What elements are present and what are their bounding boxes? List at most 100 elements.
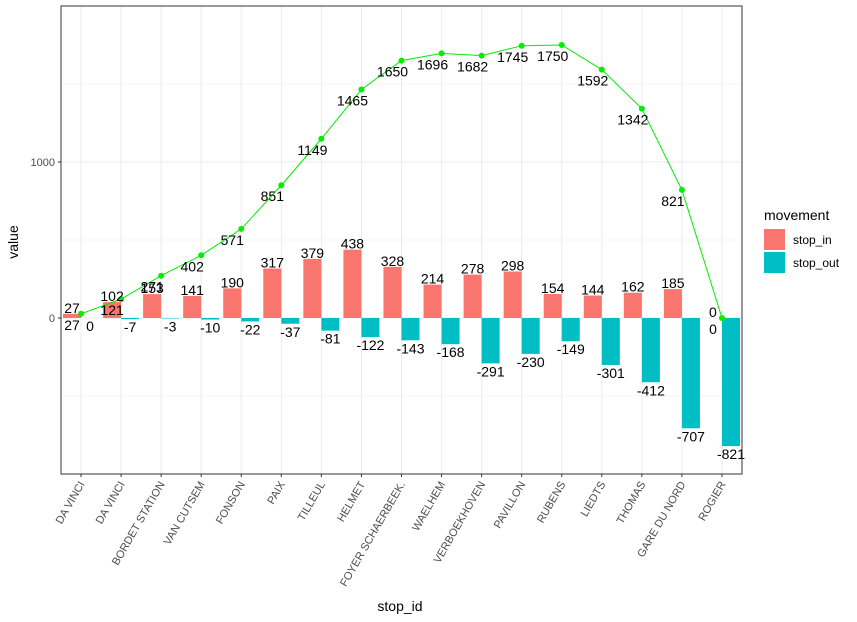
bar-stop_out [561, 318, 580, 342]
bar-label-stop_out: -149 [557, 341, 585, 357]
line-label: 1750 [537, 48, 568, 64]
legend-key-stop_out [764, 252, 785, 273]
bar-label-stop_in: 102 [100, 288, 124, 304]
bar-label-stop_out: -301 [597, 365, 625, 381]
line-point [198, 252, 205, 259]
line-label: 402 [181, 258, 205, 274]
bar-stop_in [543, 293, 562, 318]
bar-stop_in [503, 271, 522, 318]
line-point [358, 86, 365, 93]
line-point [478, 52, 485, 59]
legend-key-stop_in [764, 229, 785, 250]
legend: movement stop_in stop_out [764, 207, 840, 273]
line-point [158, 272, 165, 279]
bar-stop_in [223, 288, 242, 318]
bar-stop_out [521, 318, 540, 354]
line-point [438, 50, 445, 57]
bar-label-stop_out: -7 [124, 319, 137, 335]
line-label: 1696 [417, 56, 448, 72]
bar-stop_out [681, 318, 700, 429]
bar-label-stop_out: -412 [637, 382, 665, 398]
bar-label-stop_in: 317 [261, 255, 285, 271]
y-axis-title: value [5, 225, 21, 259]
x-tick-label: ROGIER [696, 479, 728, 523]
bar-label-stop_out: -821 [717, 446, 745, 462]
bar-label-stop_in: 379 [301, 245, 325, 261]
line-point [118, 296, 125, 303]
line-label: 1682 [457, 59, 488, 75]
bar-label-stop_in: 0 [709, 304, 717, 320]
line-point [318, 135, 325, 142]
bar-stop_in [463, 274, 482, 318]
line-point [718, 315, 725, 321]
bar-label-stop_in: 27 [64, 300, 80, 316]
bar-stop_out [361, 318, 380, 338]
line-label: 821 [661, 193, 685, 209]
line-label: 1745 [497, 49, 528, 65]
line-label: 1149 [297, 142, 327, 158]
line-point [78, 310, 85, 317]
line-point [518, 42, 525, 49]
bar-label-stop_out: -143 [396, 340, 424, 356]
x-tick-label: FONSON [214, 479, 248, 526]
bar-label-stop_in: 278 [461, 261, 485, 277]
line-label: 571 [221, 232, 245, 248]
x-tick-label: RUBENS [535, 480, 568, 526]
y-tick-label: 1000 [31, 157, 55, 169]
line-label: 0 [709, 321, 717, 337]
bar-stop_in [303, 258, 322, 318]
bar-label-stop_out: -168 [437, 344, 465, 360]
line-label: 1342 [617, 112, 648, 128]
bar-label-stop_in: 214 [421, 271, 445, 287]
bar-label-stop_in: 141 [181, 282, 205, 298]
bar-label-stop_out: -291 [477, 363, 505, 379]
x-axis-title: stop_id [377, 598, 422, 614]
bar-label-stop_out: -3 [164, 318, 177, 334]
bar-stop_in [263, 268, 282, 318]
bar-label-stop_out: 0 [86, 318, 94, 334]
bar-stop_in [663, 289, 682, 318]
bar-label-stop_in: 154 [541, 280, 565, 296]
line-point [558, 42, 565, 48]
bar-stop_in [583, 295, 602, 318]
bar-label-stop_out: -22 [240, 321, 260, 337]
data-labels: 27 102 153 141 190 317 379 438 328 214 278 298 154 14… [64, 48, 745, 462]
bar-stop_out [321, 318, 340, 331]
bar-stop_in [103, 302, 122, 318]
x-tick-label: DA VINCI [54, 480, 88, 527]
bar-label-stop_out: -37 [280, 324, 300, 340]
x-tick-label: PAIX [265, 479, 288, 507]
bar-stop_out [201, 318, 220, 320]
line-label: 27 [64, 317, 80, 333]
line-point [278, 182, 285, 189]
bar-stop_in [143, 294, 162, 318]
bar-stop_out [641, 318, 660, 383]
bar-stop_out [721, 318, 740, 447]
bar-label-stop_in: 328 [381, 253, 405, 269]
line-point [638, 105, 645, 112]
bar-stop_out [441, 318, 460, 345]
line-label: 1592 [577, 73, 608, 89]
bar-stop_in [63, 313, 82, 318]
bar-label-stop_out: -10 [200, 320, 220, 336]
cumulative-line [78, 42, 725, 321]
bar-label-stop_in: 438 [341, 236, 365, 252]
line-label: 1650 [377, 64, 408, 80]
bar-label-stop_out: -707 [677, 428, 705, 444]
x-tick-label: HELMET [335, 479, 368, 524]
x-tick-label: DA VINCI [94, 480, 128, 527]
line-point [238, 225, 245, 232]
bar-stop_in [623, 292, 642, 318]
line-label: 851 [261, 188, 285, 204]
bar-label-stop_out: -81 [320, 331, 340, 347]
bar-stop_out [241, 318, 260, 322]
x-tick-label: THOMAS [615, 480, 649, 527]
bar-stop_out [401, 318, 420, 341]
x-tick-label: TILLEUL [296, 480, 328, 524]
line-point [598, 66, 605, 73]
legend-label-stop_in: stop_in [793, 233, 832, 247]
bar-stop_in [183, 296, 202, 318]
line-label: 271 [140, 279, 164, 295]
bars [63, 249, 740, 447]
